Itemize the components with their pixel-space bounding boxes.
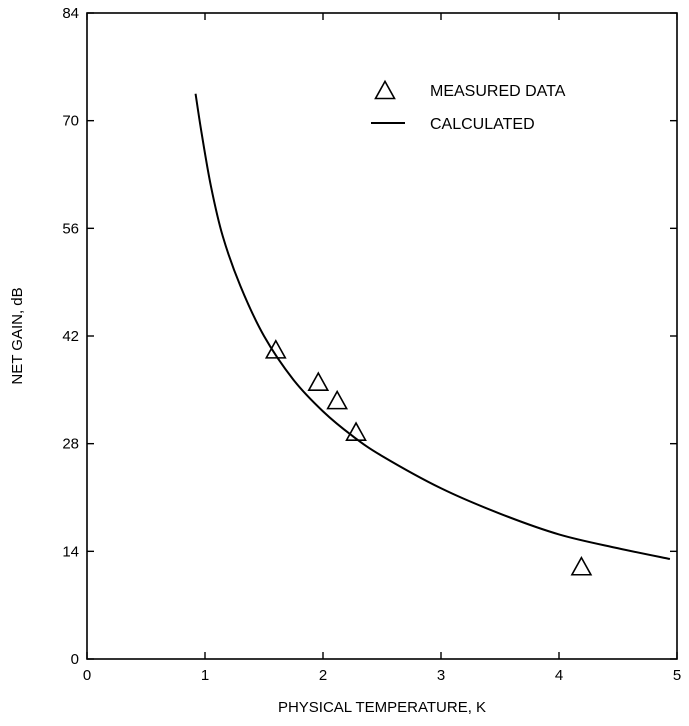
y-tick-label: 84 bbox=[62, 5, 79, 22]
legend: MEASURED DATA CALCULATED bbox=[371, 79, 566, 133]
measured-data-point bbox=[345, 421, 367, 441]
y-axis-title: NET GAIN, dB bbox=[9, 287, 26, 384]
y-tick-label: 14 bbox=[62, 543, 79, 560]
x-tick-label: 4 bbox=[555, 667, 563, 684]
y-tick-label: 70 bbox=[62, 113, 79, 130]
y-tick-label: 0 bbox=[71, 651, 79, 668]
x-tick-label: 2 bbox=[319, 667, 327, 684]
ticks-group bbox=[86, 12, 678, 660]
x-axis-title: PHYSICAL TEMPERATURE, K bbox=[278, 699, 486, 716]
x-tick-label: 3 bbox=[437, 667, 445, 684]
y-tick-label: 42 bbox=[62, 328, 79, 345]
plot-frame bbox=[86, 12, 678, 660]
measured-data-point bbox=[570, 556, 593, 576]
legend-label-measured-data: MEASURED DATA bbox=[430, 83, 566, 100]
y-tick-label: 56 bbox=[62, 220, 79, 237]
measured-data-point bbox=[326, 389, 349, 410]
y-tick-label: 28 bbox=[62, 436, 79, 453]
x-tick-label: 0 bbox=[83, 667, 91, 684]
plot-frame-group bbox=[86, 12, 678, 660]
measured-data-point bbox=[307, 371, 330, 391]
x-tick-label: 1 bbox=[201, 667, 209, 684]
legend-triangle-marker bbox=[374, 79, 396, 100]
legend-item-calculated: CALCULATED bbox=[371, 116, 535, 133]
series-group bbox=[194, 93, 671, 576]
x-tick-label: 5 bbox=[673, 667, 681, 684]
tick-labels-group: 0 1 2 3 4 5 0 14 28 42 56 70 84 bbox=[62, 5, 681, 684]
legend-item-measured-data: MEASURED DATA bbox=[374, 79, 566, 100]
legend-label-calculated: CALCULATED bbox=[430, 116, 535, 133]
calculated-curve bbox=[194, 93, 671, 561]
